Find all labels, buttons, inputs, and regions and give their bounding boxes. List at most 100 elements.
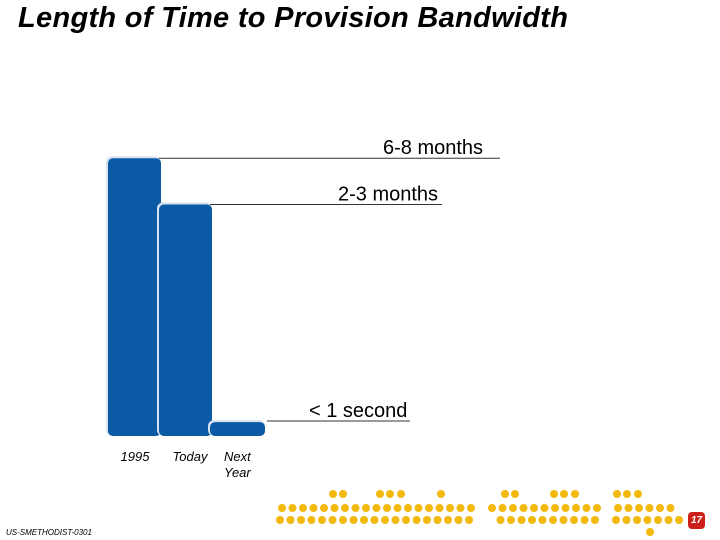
category-label-3: Year (224, 465, 251, 480)
data-label-2: 2-3 months (338, 184, 438, 206)
ornament-dot (341, 504, 349, 512)
ornament-dot (643, 516, 652, 524)
ornament-dot (538, 516, 547, 524)
ornament-dot (391, 516, 400, 524)
ornament-dot (414, 504, 423, 512)
ornament-dot (635, 504, 643, 512)
ornament-dot (634, 490, 642, 498)
ornament-dot (435, 504, 444, 512)
ornament-dot (664, 516, 673, 524)
ornament-dot (623, 490, 631, 498)
ornament-dot (560, 490, 568, 498)
ornament-dot (339, 516, 347, 524)
ornament-dot (540, 504, 549, 512)
ornament-dot (381, 516, 389, 524)
ornament-dot (386, 490, 394, 498)
ornament-dot (444, 516, 452, 524)
category-label-3: Next (224, 449, 252, 464)
ornament-dot (498, 504, 507, 512)
ornament-dot (339, 490, 347, 498)
ornament-dot (328, 516, 337, 524)
ornament-dot (456, 504, 465, 512)
data-label-1: 6-8 months (383, 137, 483, 159)
footer-document-code: US-SMETHODIST-0301 (6, 528, 92, 537)
ornament-dot (519, 504, 528, 512)
ornament-dot (299, 504, 307, 512)
ornament-dot (666, 504, 675, 512)
ornament-dot (465, 516, 473, 524)
ornament-dot (309, 504, 318, 512)
ornament-dot (496, 516, 505, 524)
ornament-dot (549, 516, 557, 524)
ornament-dot (570, 516, 578, 524)
ornament-dot (372, 504, 381, 512)
ornament-dot (654, 516, 662, 524)
ornament-dot (645, 504, 654, 512)
ornament-dot (561, 504, 570, 512)
ornament-dot (412, 516, 421, 524)
ornament-dot (580, 516, 589, 524)
ornament-dot (517, 516, 526, 524)
ornament-dot (278, 504, 286, 512)
ornament-dot (362, 504, 370, 512)
ornament-dot (593, 504, 601, 512)
ornament-dot (402, 516, 410, 524)
ornament-dot (488, 504, 496, 512)
page-number-badge: 17 (688, 512, 705, 529)
ornament-dot (467, 504, 475, 512)
ornament-dot (307, 516, 316, 524)
slide-title: Length of Time to Provision Bandwidth (18, 2, 569, 34)
ornament-dot (571, 490, 579, 498)
ornament-dot (397, 490, 405, 498)
ornament-dot (509, 504, 517, 512)
ornament-dot (329, 490, 337, 498)
ornament-dot (622, 516, 631, 524)
ornament-dot (320, 504, 328, 512)
bar-3 (210, 422, 265, 436)
ornament-dot (370, 516, 379, 524)
ornament-dot (633, 516, 641, 524)
ornament-dot (507, 516, 515, 524)
ornament-dot (551, 504, 559, 512)
ornament-dot (612, 516, 620, 524)
ornament-dot (351, 504, 360, 512)
ornament-dot (433, 516, 442, 524)
ornament-dot (330, 504, 339, 512)
ornament-dot (383, 504, 391, 512)
ornament-dot (297, 516, 305, 524)
category-label-1: 1995 (121, 449, 151, 464)
ornament-dot (582, 504, 591, 512)
ornament-dot (511, 490, 519, 498)
bar-1 (108, 158, 161, 436)
ornament-dot (404, 504, 412, 512)
ornament-dot (559, 516, 568, 524)
ornament-dot (613, 490, 621, 498)
ornament-dot (286, 516, 295, 524)
ornament-dot (360, 516, 368, 524)
ornament-dot (393, 504, 402, 512)
ornament-dot (624, 504, 633, 512)
decorative-dot-pattern (276, 490, 683, 536)
ornament-dot (454, 516, 463, 524)
ornament-dot (591, 516, 599, 524)
ornament-dot (349, 516, 358, 524)
ornament-dot (276, 516, 284, 524)
ornament-dot (423, 516, 431, 524)
ornament-dot (530, 504, 538, 512)
ornament-dot (446, 504, 454, 512)
ornament-dot (572, 504, 580, 512)
ornament-dot (425, 504, 433, 512)
ornament-dot (646, 528, 654, 536)
category-label-2: Today (173, 449, 209, 464)
ornament-dot (437, 490, 445, 498)
ornament-dot (528, 516, 536, 524)
ornament-dot (614, 504, 622, 512)
ornament-dot (675, 516, 683, 524)
ornament-dot (550, 490, 558, 498)
ornament-dot (501, 490, 509, 498)
ornament-dot (288, 504, 297, 512)
bar-2 (159, 204, 212, 436)
data-label-3: < 1 second (309, 400, 407, 422)
ornament-dot (376, 490, 384, 498)
